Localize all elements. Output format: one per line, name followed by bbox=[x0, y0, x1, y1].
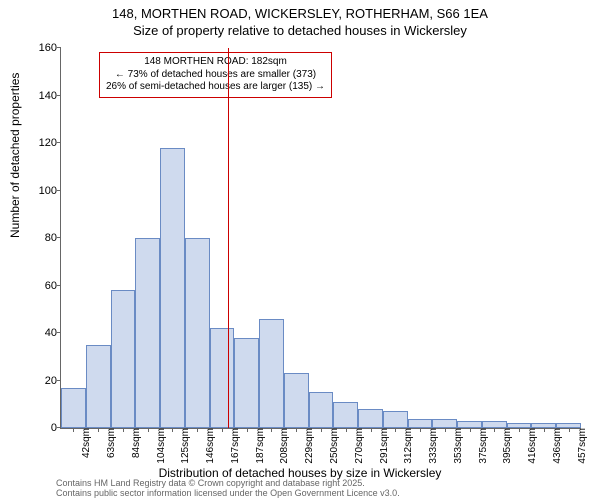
annotation-line2: ← 73% of detached houses are smaller (37… bbox=[115, 69, 316, 80]
histogram-bar bbox=[358, 409, 383, 428]
x-tick-mark bbox=[73, 428, 74, 432]
histogram-bar bbox=[111, 290, 136, 428]
footer-licence: Contains public sector information licen… bbox=[56, 488, 400, 498]
x-tick: 291sqm bbox=[375, 428, 390, 464]
x-tick: 250sqm bbox=[325, 428, 340, 464]
histogram-bar bbox=[234, 338, 259, 428]
annotation-line1: 148 MORTHEN ROAD: 182sqm bbox=[144, 56, 287, 67]
x-tick: 187sqm bbox=[251, 428, 266, 464]
y-tick: 120 bbox=[39, 137, 61, 149]
annotation-box: 148 MORTHEN ROAD: 182sqm ← 73% of detach… bbox=[99, 52, 332, 98]
reference-line bbox=[228, 48, 230, 428]
chart-title: 148, MORTHEN ROAD, WICKERSLEY, ROTHERHAM… bbox=[0, 0, 600, 40]
y-tick-mark bbox=[57, 95, 61, 96]
x-tick-mark bbox=[222, 428, 223, 432]
x-tick-mark bbox=[470, 428, 471, 432]
x-tick-mark bbox=[445, 428, 446, 432]
x-tick-mark bbox=[197, 428, 198, 432]
y-tick-mark bbox=[57, 142, 61, 143]
y-tick-mark bbox=[57, 285, 61, 286]
histogram-bar bbox=[309, 392, 334, 428]
y-tick-mark bbox=[57, 47, 61, 48]
x-tick: 84sqm bbox=[127, 428, 142, 458]
x-tick-mark bbox=[519, 428, 520, 432]
x-tick-mark bbox=[569, 428, 570, 432]
y-tick: 40 bbox=[45, 327, 61, 339]
x-tick-mark bbox=[98, 428, 99, 432]
histogram-bar bbox=[284, 373, 309, 428]
histogram-bar bbox=[185, 238, 210, 428]
histogram-bar bbox=[259, 319, 284, 428]
x-tick: 125sqm bbox=[176, 428, 191, 464]
plot-area: 148 MORTHEN ROAD: 182sqm ← 73% of detach… bbox=[60, 48, 581, 429]
x-tick: 229sqm bbox=[300, 428, 315, 464]
y-tick: 60 bbox=[45, 280, 61, 292]
y-tick-mark bbox=[57, 190, 61, 191]
x-tick-mark bbox=[420, 428, 421, 432]
histogram-bar bbox=[457, 421, 482, 428]
y-tick: 20 bbox=[45, 375, 61, 387]
histogram-bar bbox=[333, 402, 358, 428]
histogram-bar bbox=[383, 411, 408, 428]
histogram-bar bbox=[432, 419, 457, 429]
x-tick-mark bbox=[346, 428, 347, 432]
chart-container: 148, MORTHEN ROAD, WICKERSLEY, ROTHERHAM… bbox=[0, 0, 600, 500]
x-tick: 333sqm bbox=[424, 428, 439, 464]
y-tick: 80 bbox=[45, 232, 61, 244]
x-tick-mark bbox=[296, 428, 297, 432]
x-tick-mark bbox=[123, 428, 124, 432]
x-tick-mark bbox=[247, 428, 248, 432]
x-tick-mark bbox=[321, 428, 322, 432]
x-tick-mark bbox=[271, 428, 272, 432]
y-tick-mark bbox=[57, 380, 61, 381]
y-tick: 160 bbox=[39, 42, 61, 54]
x-tick-mark bbox=[148, 428, 149, 432]
y-tick: 140 bbox=[39, 90, 61, 102]
x-tick: 375sqm bbox=[474, 428, 489, 464]
histogram-bar bbox=[135, 238, 160, 428]
annotation-line3: 26% of semi-detached houses are larger (… bbox=[106, 81, 325, 92]
x-tick: 457sqm bbox=[573, 428, 588, 464]
x-tick: 146sqm bbox=[201, 428, 216, 464]
histogram-bar bbox=[160, 148, 185, 428]
x-tick: 270sqm bbox=[350, 428, 365, 464]
x-tick: 312sqm bbox=[399, 428, 414, 464]
x-tick-mark bbox=[371, 428, 372, 432]
x-tick: 208sqm bbox=[275, 428, 290, 464]
histogram-bar bbox=[61, 388, 86, 428]
x-tick: 353sqm bbox=[449, 428, 464, 464]
y-tick-mark bbox=[57, 332, 61, 333]
histogram-bar bbox=[408, 419, 433, 429]
x-tick: 395sqm bbox=[498, 428, 513, 464]
x-tick: 167sqm bbox=[226, 428, 241, 464]
title-line2: Size of property relative to detached ho… bbox=[133, 23, 467, 38]
footer-copyright: Contains HM Land Registry data © Crown c… bbox=[56, 478, 365, 488]
y-tick: 0 bbox=[51, 422, 61, 434]
x-tick: 436sqm bbox=[548, 428, 563, 464]
x-tick-mark bbox=[395, 428, 396, 432]
y-tick-mark bbox=[57, 237, 61, 238]
x-tick: 104sqm bbox=[152, 428, 167, 464]
x-tick-mark bbox=[494, 428, 495, 432]
x-tick: 63sqm bbox=[102, 428, 117, 458]
x-tick-mark bbox=[544, 428, 545, 432]
x-tick: 416sqm bbox=[523, 428, 538, 464]
histogram-bar bbox=[210, 328, 235, 428]
histogram-bar bbox=[86, 345, 111, 428]
x-tick-mark bbox=[172, 428, 173, 432]
title-line1: 148, MORTHEN ROAD, WICKERSLEY, ROTHERHAM… bbox=[112, 6, 488, 21]
y-axis-label: Number of detached properties bbox=[8, 73, 22, 238]
y-tick: 100 bbox=[39, 185, 61, 197]
x-tick: 42sqm bbox=[77, 428, 92, 458]
histogram-bar bbox=[482, 421, 507, 428]
